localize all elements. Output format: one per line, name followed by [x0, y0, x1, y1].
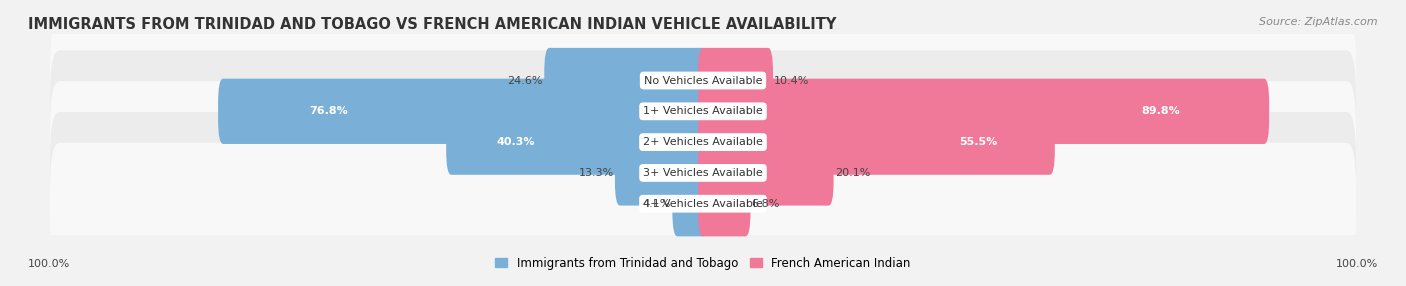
Text: 20.1%: 20.1%	[835, 168, 870, 178]
FancyBboxPatch shape	[51, 19, 1355, 142]
FancyBboxPatch shape	[544, 48, 709, 113]
Text: 100.0%: 100.0%	[1336, 259, 1378, 269]
FancyBboxPatch shape	[51, 50, 1355, 172]
FancyBboxPatch shape	[672, 171, 709, 236]
Text: 13.3%: 13.3%	[578, 168, 613, 178]
FancyBboxPatch shape	[218, 79, 709, 144]
Text: 76.8%: 76.8%	[309, 106, 349, 116]
Text: IMMIGRANTS FROM TRINIDAD AND TOBAGO VS FRENCH AMERICAN INDIAN VEHICLE AVAILABILI: IMMIGRANTS FROM TRINIDAD AND TOBAGO VS F…	[28, 17, 837, 32]
FancyBboxPatch shape	[51, 112, 1355, 234]
FancyBboxPatch shape	[697, 171, 751, 236]
Text: 1+ Vehicles Available: 1+ Vehicles Available	[643, 106, 763, 116]
Text: 24.6%: 24.6%	[508, 76, 543, 86]
Text: Source: ZipAtlas.com: Source: ZipAtlas.com	[1260, 17, 1378, 27]
FancyBboxPatch shape	[697, 48, 773, 113]
Text: 100.0%: 100.0%	[28, 259, 70, 269]
Text: 89.8%: 89.8%	[1142, 106, 1180, 116]
FancyBboxPatch shape	[614, 140, 709, 206]
Text: 4.1%: 4.1%	[643, 199, 671, 209]
FancyBboxPatch shape	[697, 140, 834, 206]
Legend: Immigrants from Trinidad and Tobago, French American Indian: Immigrants from Trinidad and Tobago, Fre…	[491, 252, 915, 274]
Text: 2+ Vehicles Available: 2+ Vehicles Available	[643, 137, 763, 147]
Text: 40.3%: 40.3%	[496, 137, 536, 147]
Text: 55.5%: 55.5%	[959, 137, 998, 147]
FancyBboxPatch shape	[51, 81, 1355, 203]
Text: No Vehicles Available: No Vehicles Available	[644, 76, 762, 86]
Text: 4+ Vehicles Available: 4+ Vehicles Available	[643, 199, 763, 209]
FancyBboxPatch shape	[446, 110, 709, 175]
FancyBboxPatch shape	[697, 79, 1270, 144]
FancyBboxPatch shape	[51, 143, 1355, 265]
Text: 10.4%: 10.4%	[775, 76, 810, 86]
Text: 6.8%: 6.8%	[752, 199, 780, 209]
Text: 3+ Vehicles Available: 3+ Vehicles Available	[643, 168, 763, 178]
FancyBboxPatch shape	[697, 110, 1054, 175]
